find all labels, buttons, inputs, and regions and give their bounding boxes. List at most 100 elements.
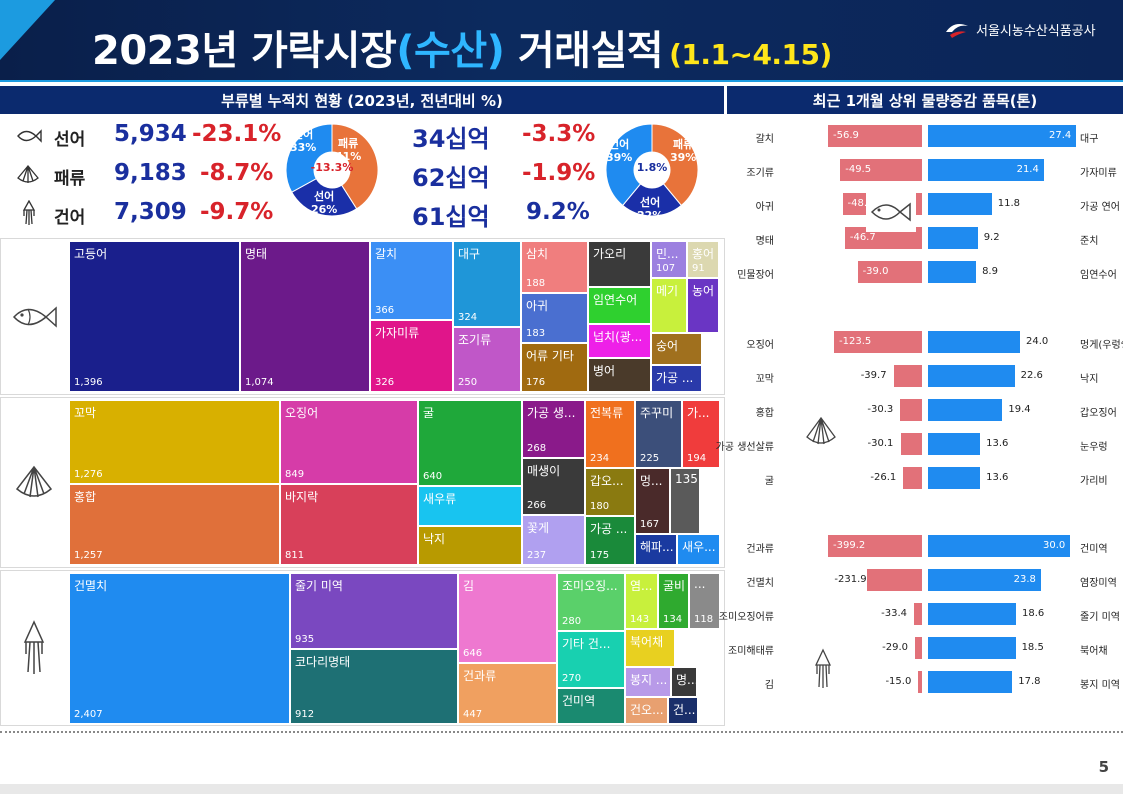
change-pos-label: 임연수어 [1080, 270, 1117, 281]
change-neg-bar [918, 671, 922, 693]
change-neg-value: -26.1 [870, 472, 897, 483]
treemap-tile-name: 건... [673, 703, 696, 717]
treemap-tile-value: 1,074 [245, 377, 274, 388]
treemap-tile-name: 대구 [458, 247, 481, 261]
treemap-tile-name: 바지락 [285, 490, 319, 504]
change-neg-bar [844, 227, 922, 249]
treemap-tile-dried: 북어채 [625, 629, 675, 667]
change-neg-label: 건과류 [746, 544, 774, 555]
treemap-tile-fish: 가공 ... [651, 365, 702, 392]
title-main: 2023년 가락시장 [92, 28, 397, 74]
treemap-tile-name: 갈치 [375, 247, 398, 261]
treemap-tile-shell: 꼬막 1,276 [69, 400, 280, 484]
treemap-tile-value: 912 [295, 709, 315, 720]
treemap-tile-fish: 농어 [687, 278, 719, 333]
treemap-tile-value: 266 [527, 500, 547, 511]
treemap-tile-value: 134 [663, 614, 683, 625]
squid-icon [22, 200, 36, 225]
page-title: 2023년 가락시장(수산) 거래실적 (1.1~4.15) [92, 18, 832, 76]
treemap-tile-shell: 가공 ... 175 [585, 516, 635, 565]
change-neg-value: -56.9 [833, 130, 859, 141]
treemap-tile-name: 메기 [656, 284, 679, 298]
treemap-tile-name: 가공 생... [527, 406, 576, 420]
treemap-tile-fish: 명태 1,074 [240, 241, 370, 392]
treemap-tile-fish: 조기류 250 [453, 327, 521, 392]
change-pos-value: 18.6 [1022, 608, 1045, 619]
fish-icon [17, 129, 42, 143]
change-pos-bar [928, 569, 1041, 591]
treemap-tile-name: 어류 기타 [526, 349, 574, 363]
stat-label-fish: 선어 [54, 130, 86, 150]
treemap-tile-fish: 홍어 91 [687, 241, 719, 278]
change-pos-bar [928, 261, 977, 283]
change-neg-label: 가공 생선살류 [715, 442, 774, 453]
treemap-tile-name: 멍... [640, 474, 663, 488]
squid-icon [23, 620, 44, 674]
change-pos-bar [928, 399, 1003, 421]
change-pos-label: 줄기 미역 [1080, 612, 1120, 623]
treemap-tile-name: 가공 ... [656, 371, 694, 385]
treemap-tile-name: 135 [675, 472, 698, 486]
change-neg-label: 오징어 [746, 340, 774, 351]
change-pos-value: 11.8 [997, 198, 1020, 209]
change-pos-bar [928, 159, 1044, 181]
treemap-tile-value: 194 [687, 453, 707, 464]
treemap-fish-icon-cell [0, 238, 67, 395]
treemap-tile-dried: 굴비 134 [658, 573, 689, 629]
stat-amount-squid: 61십억 [412, 203, 490, 231]
treemap-tile-name: 조기류 [458, 333, 492, 347]
treemap-shell-icon-cell [0, 397, 67, 568]
treemap-tile-value: 183 [526, 328, 546, 339]
donut-hole [314, 152, 350, 188]
top-change-heading: 최근 1개월 상위 물량증감 품목(톤) [727, 86, 1123, 114]
treemap-tile-dried: 조미오징... 280 [557, 573, 625, 631]
treemap-tile-name: 전복류 [590, 406, 624, 420]
treemap-tile-value: 326 [375, 377, 395, 388]
treemap-tile-shell: 해파... [635, 534, 677, 565]
change-neg-label: 꼬막 [755, 374, 774, 385]
treemap-tile-name: 홍어 [692, 247, 715, 261]
treemap-tile-value: 237 [527, 550, 547, 561]
treemap-tile-value: 225 [640, 453, 660, 464]
change-pos-bar [928, 671, 1013, 693]
stat-volume-shell: 9,183 [114, 160, 187, 186]
shell-icon [17, 164, 39, 183]
change-neg-label: 갈치 [755, 134, 774, 145]
header-accent [0, 0, 55, 60]
treemap-shell-frame [0, 397, 725, 568]
stat-amount-fish: 34십억 [412, 125, 490, 153]
change-neg-label: 굴 [764, 476, 774, 487]
change-neg-label: 조미오징어류 [718, 612, 774, 623]
change-pos-bar [928, 227, 978, 249]
treemap-tile-dried: 건오... [625, 697, 668, 724]
change-pos-value: 23.8 [1013, 574, 1036, 585]
treemap-tile-value: 1,257 [74, 550, 103, 561]
treemap-tile-value: 118 [694, 614, 714, 625]
treemap-tile-name: 넙치(광... [593, 330, 643, 344]
org-name: 서울시농수산식품공사 [976, 23, 1096, 39]
treemap-tile-name: 병어 [593, 364, 616, 378]
treemap-tile-value: 188 [526, 278, 546, 289]
treemap-tile-shell: 낙지 [418, 526, 522, 565]
treemap-tile-shell: 새우... [677, 534, 720, 565]
change-neg-value: -39.0 [862, 266, 889, 277]
treemap-tile-name: 명태 [245, 247, 268, 261]
treemap-tile-dried: 봉지 ... [625, 667, 671, 697]
treemap-tile-name: ... [694, 577, 706, 591]
treemap-tile-value: 366 [375, 305, 395, 316]
change-pos-label: 건미역 [1080, 544, 1108, 555]
change-neg-value: -49.5 [845, 164, 872, 175]
top-change-heading-text: 최근 1개월 상위 물량증감 품목(톤) [812, 91, 1038, 110]
change-neg-label: 홍합 [755, 408, 774, 419]
change-neg-bar [900, 433, 922, 455]
treemap-tile-fish: 삼치 188 [521, 241, 588, 293]
page-number: 5 [1098, 758, 1109, 776]
change-pos-value: 22.6 [1020, 370, 1043, 381]
change-pos-bar [928, 331, 1020, 353]
treemap-tile-dried: 건... [668, 697, 698, 724]
donut-volume-center: -13.3% [310, 161, 354, 174]
org-logo-icon [946, 24, 968, 38]
change-pos-value: 24.0 [1026, 336, 1049, 347]
treemap-tile-shell: 굴 640 [418, 400, 522, 486]
stat-label-shell: 패류 [54, 169, 86, 189]
